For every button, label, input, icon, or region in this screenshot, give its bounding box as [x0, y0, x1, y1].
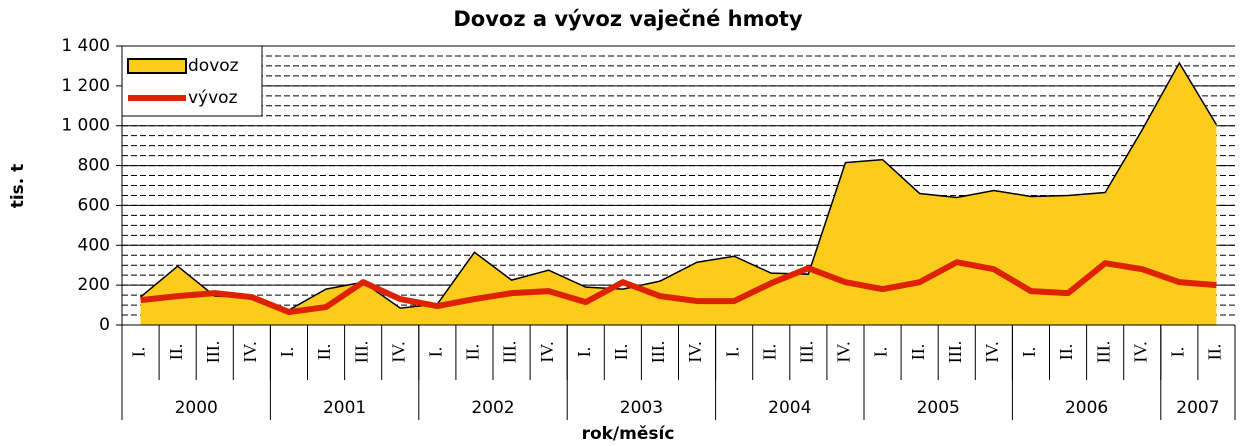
x-tick-label: I. [129, 347, 149, 358]
legend-box [121, 45, 263, 117]
x-tick-label: II. [611, 344, 631, 361]
x-tick-label: I. [722, 347, 742, 358]
group-label: 2001 [323, 398, 366, 418]
legend-swatch [127, 58, 187, 74]
group-label: 2006 [1065, 398, 1108, 418]
y-axis-label: tis. t [8, 164, 28, 209]
line [140, 259, 1217, 316]
x-tick-label: II. [314, 344, 334, 361]
x-tick-label: II. [759, 344, 779, 361]
area-outline [140, 61, 1218, 311]
x-tick-label: IV. [982, 341, 1002, 362]
x-tick-label: III. [1093, 341, 1113, 363]
y-tick-label: 200 [78, 275, 110, 295]
x-tick-label: I. [574, 347, 594, 358]
y-tick-label: 1 400 [61, 36, 110, 56]
group-label: 2003 [620, 398, 663, 418]
group-label: 2002 [471, 398, 514, 418]
x-tick-label: IV. [240, 341, 260, 362]
y-tick-label: 0 [99, 315, 110, 335]
x-tick-label: III. [203, 341, 223, 363]
x-tick-label: III. [796, 341, 816, 363]
x-tick-label: IV. [834, 341, 854, 362]
x-tick-label: III. [648, 341, 668, 363]
y-tick-label: 1 000 [61, 116, 110, 136]
x-tick-label: I. [425, 347, 445, 358]
y-tick-label: 800 [78, 156, 110, 176]
x-tick-label: II. [463, 344, 483, 361]
group-label: 2005 [917, 398, 960, 418]
group-label: 2007 [1176, 398, 1219, 418]
x-tick-label: IV. [388, 341, 408, 362]
chart-title: Dovoz a vývoz vaječné hmoty [453, 7, 803, 31]
x-tick-label: III. [351, 341, 371, 363]
x-axis-label: rok/měsíc [582, 424, 675, 444]
legend-label: dovoz [188, 56, 239, 76]
x-tick-label: I. [1019, 347, 1039, 358]
x-tick-label: I. [1167, 347, 1187, 358]
x-tick-label: III. [945, 341, 965, 363]
x-tick-label: II. [166, 344, 186, 361]
x-tick-label: I. [871, 347, 891, 358]
y-tick-label: 600 [78, 195, 110, 215]
x-tick-label: I. [277, 347, 297, 358]
group-label: 2004 [768, 398, 811, 418]
area [140, 62, 1217, 326]
x-tick-label: III. [500, 341, 520, 363]
legend-label: vývoz [188, 88, 238, 108]
y-tick-label: 1 200 [61, 76, 110, 96]
x-tick-label: II. [908, 344, 928, 361]
x-tick-label: IV. [537, 341, 557, 362]
x-tick-label: II. [1056, 344, 1076, 361]
y-tick-label: 400 [78, 235, 110, 255]
x-tick-label: II. [1205, 344, 1225, 361]
x-tick-label: IV. [685, 341, 705, 362]
x-tick-label: IV. [1130, 341, 1150, 362]
group-label: 2000 [175, 398, 218, 418]
